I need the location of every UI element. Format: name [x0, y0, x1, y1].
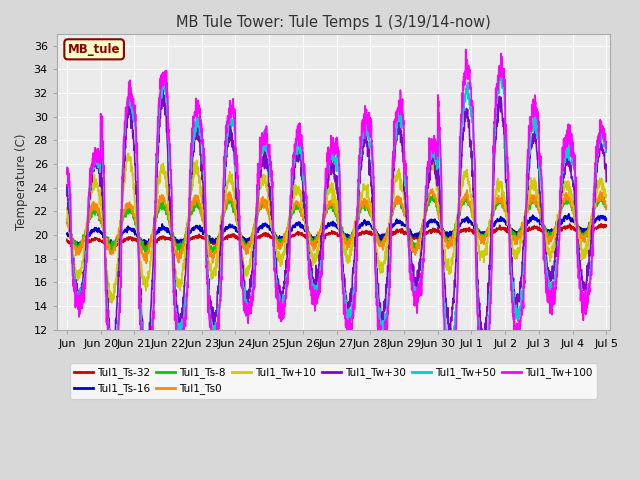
- Y-axis label: Temperature (C): Temperature (C): [15, 133, 28, 230]
- Title: MB Tule Tower: Tule Temps 1 (3/19/14-now): MB Tule Tower: Tule Temps 1 (3/19/14-now…: [176, 15, 491, 30]
- Text: MB_tule: MB_tule: [68, 43, 120, 56]
- Legend: Tul1_Ts-32, Tul1_Ts-16, Tul1_Ts-8, Tul1_Ts0, Tul1_Tw+10, Tul1_Tw+30, Tul1_Tw+50,: Tul1_Ts-32, Tul1_Ts-16, Tul1_Ts-8, Tul1_…: [70, 363, 596, 398]
